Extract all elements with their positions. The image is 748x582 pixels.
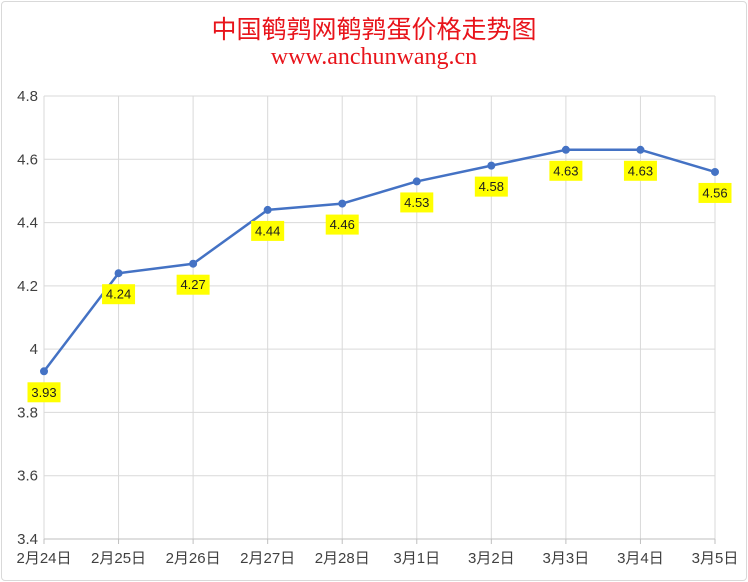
data-point (711, 167, 719, 176)
data-label-box (698, 182, 732, 203)
data-label: 4.63 (623, 160, 657, 181)
data-label-text: 4.53 (404, 195, 429, 210)
y-axis-ticks: 3.4 3.6 3.8 4 4.2 4.4 4.6 4.8 (17, 88, 38, 548)
x-tick-label: 2月25日 (91, 550, 146, 567)
x-tick-label: 2月24日 (16, 550, 71, 567)
data-label: 4.58 (474, 176, 508, 197)
data-label-box (623, 160, 657, 181)
data-label: 4.46 (325, 214, 359, 235)
y-tick-label: 3.4 (17, 531, 38, 548)
data-point (189, 259, 198, 268)
data-point (412, 177, 421, 186)
y-tick-label: 4.4 (17, 215, 38, 232)
data-label: 4.27 (176, 274, 210, 295)
data-point (487, 161, 496, 170)
data-label: 4.56 (698, 182, 732, 203)
y-tick-label: 4 (30, 341, 38, 358)
data-label-box (400, 192, 434, 213)
chart-subtitle: www.anchunwang.cn (270, 44, 478, 70)
y-tick-label: 4.8 (17, 88, 38, 105)
data-point (40, 367, 48, 376)
x-tick-label: 2月27日 (240, 550, 295, 567)
x-tick-label: 3月5日 (692, 550, 739, 567)
data-point (561, 145, 570, 154)
data-label-text: 3.93 (31, 385, 56, 400)
series-line (43, 148, 716, 373)
x-tick-label: 3月3日 (543, 550, 590, 567)
data-label: 4.53 (400, 192, 434, 213)
data-label-box (102, 284, 136, 305)
data-label-box (251, 220, 285, 241)
chart-title: 中国鹌鹑网鹌鹑蛋价格走势图 (211, 15, 537, 44)
data-label: 4.24 (102, 284, 136, 305)
data-point (338, 199, 347, 208)
data-label-text: 4.24 (106, 287, 131, 302)
x-tick-label: 2月28日 (315, 550, 370, 567)
data-label-text: 4.58 (479, 179, 504, 194)
data-point (114, 269, 123, 278)
data-label-box (27, 382, 61, 403)
x-tick-label: 3月2日 (468, 550, 515, 567)
data-label-box (176, 274, 210, 295)
data-labels: 3.93 4.24 4.27 4.44 4.46 4.53 4.58 4.63 4.63 4.56 (27, 160, 732, 403)
x-tick-label: 3月4日 (617, 550, 664, 567)
y-tick-label: 3.8 (17, 404, 38, 421)
y-tick-label: 4.6 (17, 151, 38, 168)
data-label-text: 4.63 (553, 163, 578, 178)
y-tick-label: 3.6 (17, 468, 38, 485)
data-point (263, 205, 272, 214)
data-label-text: 4.56 (702, 185, 727, 200)
data-label-text: 4.63 (628, 163, 653, 178)
data-label: 3.93 (27, 382, 61, 403)
data-label-text: 4.27 (180, 277, 205, 292)
data-point (636, 145, 645, 154)
data-label-box (549, 160, 583, 181)
data-label: 4.44 (251, 220, 285, 241)
y-tick-label: 4.2 (17, 278, 38, 295)
data-label-box (474, 176, 508, 197)
data-label-box (325, 214, 359, 235)
x-tick-label: 3月1日 (393, 550, 440, 567)
data-label: 4.63 (549, 160, 583, 181)
x-tick-label: 2月26日 (166, 550, 221, 567)
x-axis-ticks: 2月24日 2月25日 2月26日 2月27日 2月28日 3月1日 3月2日 3月3日 3月4… (16, 550, 738, 567)
price-series (40, 145, 719, 376)
data-label-text: 4.44 (255, 223, 280, 238)
gridlines (43, 95, 716, 544)
data-label-text: 4.46 (330, 217, 355, 232)
